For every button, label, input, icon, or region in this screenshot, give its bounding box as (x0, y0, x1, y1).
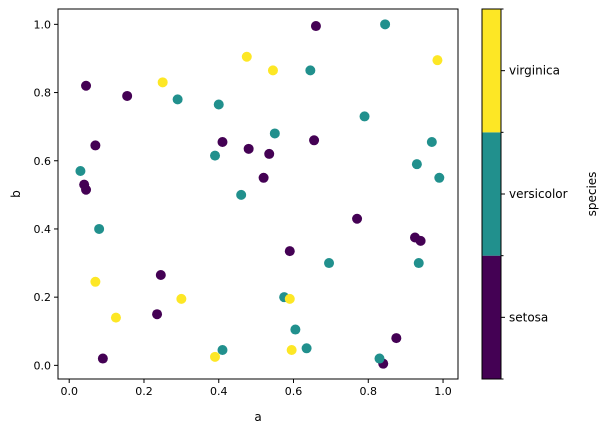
data-point-setosa (97, 353, 108, 364)
data-point-versicolor (75, 165, 86, 176)
data-point-versicolor (301, 343, 312, 354)
data-point-setosa (81, 80, 92, 91)
data-point-setosa (284, 246, 295, 257)
data-point-setosa (264, 148, 275, 159)
data-point-versicolor (359, 111, 370, 122)
data-point-virginica (90, 276, 101, 287)
data-point-setosa (90, 140, 101, 151)
data-point-setosa (152, 309, 163, 320)
y-axis-label: b (9, 190, 23, 198)
data-point-versicolor (324, 258, 335, 269)
data-point-versicolor (236, 189, 247, 200)
data-point-versicolor (374, 353, 385, 364)
colorbar-tick-label: versicolor (509, 187, 568, 201)
colorbar-segment-virginica (482, 9, 501, 133)
data-point-versicolor (380, 19, 391, 30)
points-layer (75, 19, 445, 369)
data-point-virginica (286, 345, 297, 356)
data-point-setosa (415, 235, 426, 246)
x-tick-label: 0.4 (210, 385, 228, 398)
colorbar-tick-label: virginica (509, 64, 560, 78)
data-point-versicolor (213, 99, 224, 110)
y-tick-label: 0.8 (34, 87, 52, 100)
colorbar-frame (481, 8, 502, 380)
data-point-setosa (122, 90, 133, 101)
data-point-versicolor (290, 324, 301, 335)
data-point-versicolor (269, 128, 280, 139)
data-point-setosa (352, 213, 363, 224)
data-point-versicolor (434, 172, 445, 183)
data-point-virginica (241, 51, 252, 62)
y-tick-label: 1.0 (34, 18, 52, 31)
x-tick-label: 0.2 (135, 385, 153, 398)
plot-frame (57, 8, 459, 380)
data-point-versicolor (305, 65, 316, 76)
colorbar-segment-setosa (482, 255, 501, 379)
data-point-setosa (310, 21, 321, 32)
data-point-versicolor (210, 150, 221, 161)
y-tick-label: 0.4 (34, 223, 52, 236)
data-point-setosa (309, 135, 320, 146)
data-point-versicolor (172, 94, 183, 105)
data-point-versicolor (413, 258, 424, 269)
data-point-versicolor (94, 223, 105, 234)
data-point-setosa (391, 333, 402, 344)
x-tick-label: 0.0 (60, 385, 78, 398)
data-point-setosa (243, 143, 254, 154)
data-point-virginica (110, 312, 121, 323)
x-axis-label: a (254, 410, 261, 424)
data-point-setosa (81, 184, 92, 195)
y-tick-label: 0.2 (34, 291, 52, 304)
data-point-virginica (210, 351, 221, 362)
y-tick-label: 0.0 (34, 359, 52, 372)
data-point-setosa (155, 269, 166, 280)
data-point-virginica (284, 293, 295, 304)
axes-layer: 0.0 0.2 0.4 0.6 0.8 1.0 0.0 0.2 0.4 0.6 0.8 1.0 (34, 18, 452, 398)
data-point-virginica (176, 293, 187, 304)
data-point-versicolor (426, 136, 437, 147)
x-tick-label: 0.8 (360, 385, 378, 398)
colorbar: setosa versicolor virginica (481, 8, 568, 380)
data-point-virginica (157, 77, 168, 88)
data-point-virginica (267, 65, 278, 76)
data-point-virginica (432, 55, 443, 66)
colorbar-segment-versicolor (482, 132, 501, 256)
data-point-versicolor (411, 159, 422, 170)
data-point-setosa (217, 136, 228, 147)
data-point-versicolor (217, 345, 228, 356)
x-tick-label: 1.0 (434, 385, 452, 398)
x-tick-label: 0.6 (285, 385, 303, 398)
colorbar-label: species (585, 172, 599, 217)
data-point-setosa (258, 172, 269, 183)
y-tick-label: 0.6 (34, 155, 52, 168)
colorbar-tick-label: setosa (509, 310, 548, 324)
